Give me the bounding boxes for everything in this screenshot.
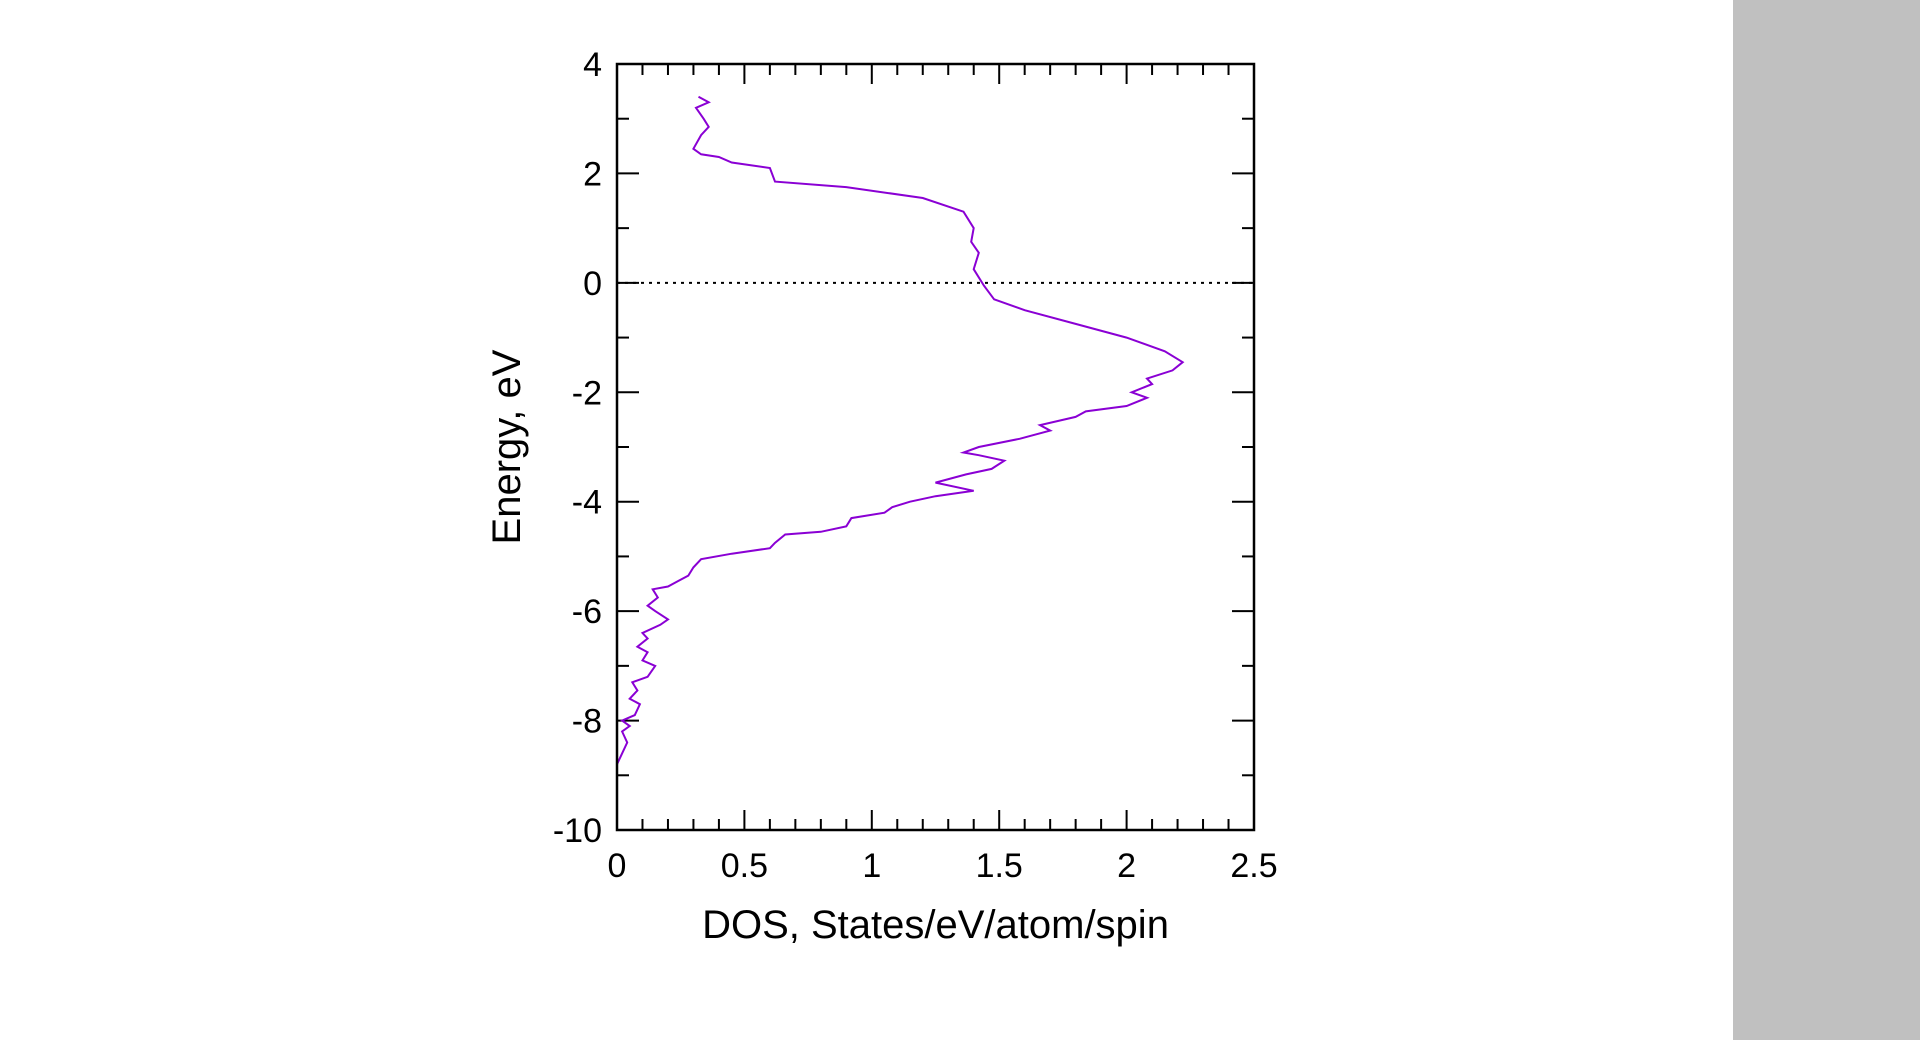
y-tick-label: 2 <box>583 155 602 193</box>
y-tick-label: -6 <box>572 593 602 631</box>
y-axis-title: Energy, eV <box>485 349 529 544</box>
plot-frame <box>615 62 1256 832</box>
x-tick-labels: 0 0.5 1 1.5 2 2.5 <box>608 847 1278 885</box>
x-tick-label: 2 <box>1117 847 1136 885</box>
y-tick-label: 4 <box>583 46 602 84</box>
y-tick-label: -10 <box>553 812 602 850</box>
x-tick-label: 1.5 <box>976 847 1023 885</box>
y-tick-label: 0 <box>583 265 602 303</box>
y-tick-labels: 4 2 0 -2 -4 -6 -8 -10 <box>553 46 602 850</box>
x-tick-label: 0 <box>608 847 627 885</box>
y-tick-label: -2 <box>572 374 602 412</box>
x-tick-label: 0.5 <box>721 847 768 885</box>
dos-chart: 0 0.5 1 1.5 2 2.5 4 2 0 -2 -4 -6 -8 -10 DOS, States/… <box>485 46 1278 947</box>
dos-series-line <box>616 95 1185 830</box>
axis-ticks <box>616 63 1255 831</box>
x-axis-title: DOS, States/eV/atom/spin <box>702 903 1169 947</box>
x-tick-label: 1 <box>862 847 881 885</box>
y-tick-label: -4 <box>572 484 602 522</box>
right-gray-panel <box>1733 0 1920 1040</box>
x-tick-label: 2.5 <box>1230 847 1277 885</box>
y-tick-label: -8 <box>572 703 602 741</box>
